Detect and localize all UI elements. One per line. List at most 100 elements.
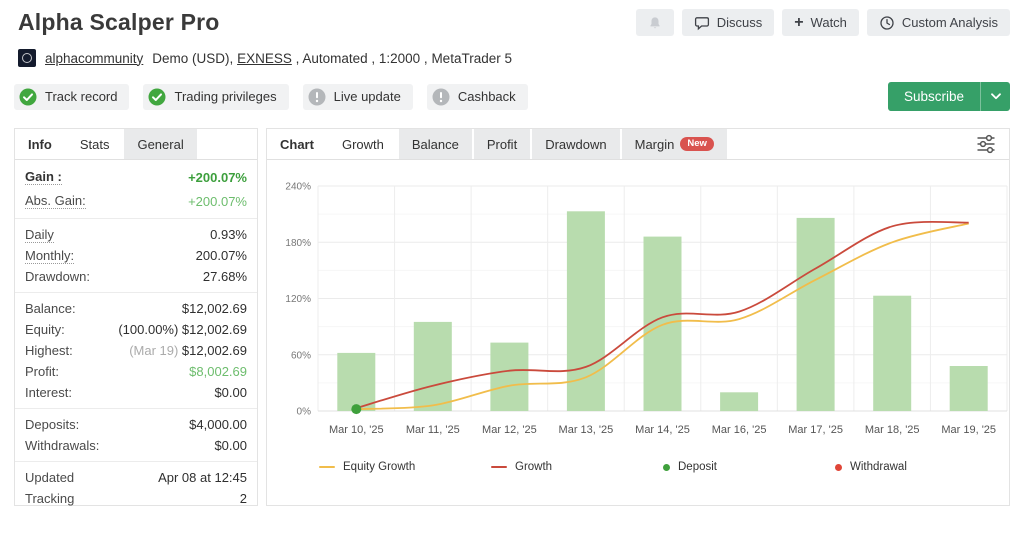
legend-label: Growth [515, 461, 553, 473]
stat-value: 0.93% [210, 227, 247, 242]
stat-value-text: $12,002.69 [181, 301, 247, 316]
account-info-line: alphacommunity Demo (USD), EXNESS , Auto… [18, 49, 1024, 67]
tab-info[interactable]: Info [15, 129, 65, 159]
legend-item-withdrawal[interactable]: Withdrawal [835, 461, 1007, 473]
y-axis-label: 0% [297, 407, 312, 418]
stat-value-text: 2 [239, 491, 247, 506]
subscribe-button[interactable]: Subscribe [887, 82, 980, 111]
broker-link[interactable]: EXNESS [237, 50, 292, 66]
legend-label: Deposit [678, 461, 717, 473]
tab-label: Chart [280, 136, 314, 152]
discuss-button[interactable]: Discuss [681, 9, 775, 36]
discuss-icon [694, 16, 709, 30]
stat-row-deposits: Deposits: $4,000.00 [15, 414, 257, 435]
discuss-label: Discuss [716, 15, 763, 30]
stat-group: Gain : +200.07% Abs. Gain: +200.07% [15, 160, 257, 219]
stat-label: Updated [25, 470, 75, 485]
tab-label: Margin [634, 136, 675, 152]
tab-label: Profit [486, 136, 518, 152]
stat-row-tracking: Tracking 2 [15, 488, 257, 509]
tab-growth[interactable]: Growth [328, 129, 397, 159]
tab-drawdown[interactable]: Drawdown [532, 129, 620, 159]
growth-bar [413, 321, 452, 411]
growth-bar [796, 217, 835, 411]
stat-row-profit: Profit: $8,002.69 [15, 361, 257, 382]
badge-track-record[interactable]: Track record [14, 83, 130, 110]
badge-live-update[interactable]: Live update [302, 83, 413, 110]
main-content: Info Stats General Gain : +200.07% Abs. Gain… [14, 128, 1010, 506]
top-actions: Discuss + Watch Custom Analysis [635, 9, 1010, 36]
tab-chart[interactable]: Chart [267, 129, 327, 159]
stat-value-text: +200.07% [188, 169, 247, 185]
tab-general[interactable]: General [124, 129, 197, 159]
legend-item-equity-growth[interactable]: Equity Growth [319, 461, 491, 473]
badge-trading-privileges[interactable]: Trading privileges [143, 83, 289, 110]
badge-label: Track record [45, 89, 118, 104]
stat-label[interactable]: Abs. Gain: [25, 193, 86, 209]
stat-value: Apr 08 at 12:45 [158, 470, 247, 485]
stat-value: (Mar 19) $12,002.69 [129, 343, 247, 358]
stat-value: $0.00 [214, 438, 247, 453]
stat-row-balance: Balance: $12,002.69 [15, 298, 257, 319]
stat-row-interest: Interest: $0.00 [15, 382, 257, 403]
legend-item-growth[interactable]: Growth [491, 461, 663, 473]
x-axis-label: Mar 10, '25 [329, 424, 384, 436]
stat-label[interactable]: Monthly: [25, 247, 75, 264]
tab-label: Info [28, 136, 52, 152]
stat-label: Highest: [25, 343, 73, 358]
stats-body: Gain : +200.07% Abs. Gain: +200.07% Daily 0.9… [15, 160, 257, 514]
y-axis-label: 240% [285, 182, 311, 193]
stat-value: $0.00 [214, 385, 247, 400]
stat-label[interactable]: Daily [25, 226, 54, 243]
stat-value: +200.07% [188, 194, 247, 209]
chart-legend: Equity Growth Growth Deposit Withdrawal [267, 447, 1009, 487]
custom-analysis-button[interactable]: Custom Analysis [866, 9, 1010, 36]
tab-balance[interactable]: Balance [398, 129, 472, 159]
growth-bar [337, 352, 376, 411]
badge-row: Track record Trading privileges Live updat… [14, 82, 1010, 111]
stat-value-text: $12,002.69 [181, 322, 247, 337]
legend-line-swatch [319, 466, 335, 468]
stat-value-text: $12,002.69 [181, 343, 247, 358]
chart-area: 0% 60% 120% 180% 240% Mar 10, '25 Mar 11, '25 M… [267, 160, 1009, 505]
tab-label: Stats [79, 136, 110, 152]
badge-cashback[interactable]: Cashback [426, 83, 528, 110]
stat-row-equity: Equity: (100.00%) $12,002.69 [15, 319, 257, 340]
stat-value-text: 200.07% [195, 248, 247, 263]
badge-label: Live update [333, 89, 401, 104]
growth-chart[interactable]: 0% 60% 120% 180% 240% Mar 10, '25 Mar 11, '25 M… [267, 160, 1009, 447]
legend-line-swatch [491, 466, 507, 468]
chart-settings-button[interactable] [963, 129, 1009, 159]
stat-row-abs-gain: Abs. Gain: +200.07% [15, 189, 257, 213]
page-title: Alpha Scalper Pro [18, 9, 220, 35]
account-avatar[interactable] [18, 49, 36, 67]
x-axis-label: Mar 18, '25 [865, 424, 920, 436]
tab-label: Growth [341, 136, 384, 152]
growth-line [356, 220, 969, 410]
stat-group: Updated Apr 08 at 12:45 Tracking 2 [15, 462, 257, 514]
notifications-button[interactable] [635, 9, 674, 36]
check-circle-icon [19, 88, 37, 105]
tab-label: Balance [411, 136, 459, 152]
badge-label: Trading privileges [174, 89, 277, 104]
tab-margin[interactable]: Margin New [621, 129, 727, 159]
account-owner-link[interactable]: alphacommunity [45, 50, 144, 66]
new-badge: New [680, 137, 714, 151]
legend-dot-swatch [663, 463, 670, 471]
stat-value: +200.07% [188, 170, 247, 185]
stat-label: Equity: [25, 322, 65, 337]
check-circle-icon [148, 88, 166, 105]
tab-profit[interactable]: Profit [473, 129, 531, 159]
account-meta: , Automated , 1:2000 , MetaTrader 5 [291, 50, 512, 66]
watch-button[interactable]: + Watch [782, 9, 859, 36]
stat-label[interactable]: Gain : [25, 169, 62, 185]
stat-group: Balance: $12,002.69 Equity: (100.00%) $12,0… [15, 293, 257, 409]
chevron-down-icon [990, 93, 1001, 100]
legend-label: Withdrawal [850, 461, 907, 473]
tab-stats[interactable]: Stats [66, 129, 123, 159]
subscribe-options-button[interactable] [980, 82, 1010, 111]
legend-item-deposit[interactable]: Deposit [663, 461, 835, 473]
x-axis-label: Mar 16, '25 [712, 424, 767, 436]
stat-value-text: 0.93% [210, 227, 247, 242]
x-axis-label: Mar 17, '25 [788, 424, 843, 436]
